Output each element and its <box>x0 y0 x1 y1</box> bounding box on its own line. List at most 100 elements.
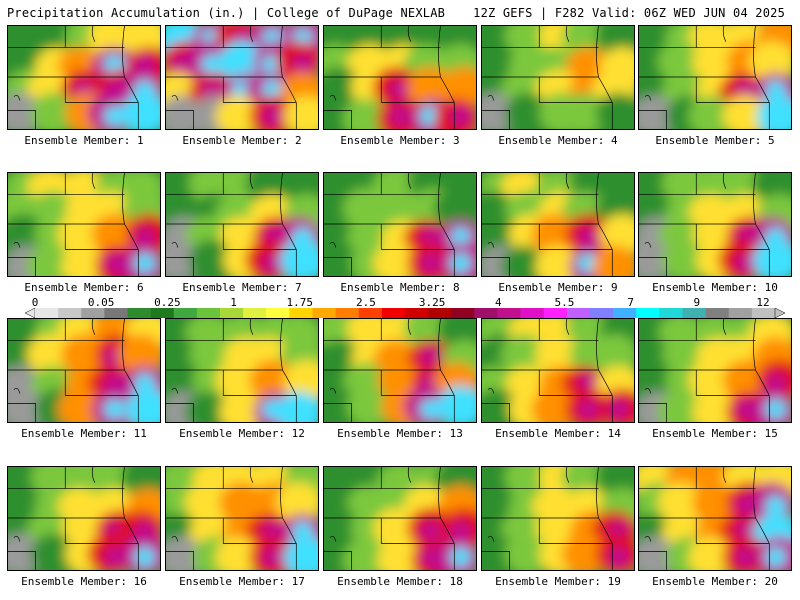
ensemble-member-map <box>481 172 635 277</box>
colorbar-swatch <box>381 308 406 318</box>
ensemble-member-label: Ensemble Member: 3 <box>340 134 460 147</box>
precipitation-field <box>324 26 476 129</box>
colorbar-swatch <box>266 308 290 318</box>
state-boundaries <box>639 173 770 276</box>
state-boundaries <box>482 26 613 129</box>
colorbar-swatch <box>58 308 82 318</box>
state-boundaries <box>639 26 770 129</box>
colorbar-swatch <box>590 308 614 318</box>
state-boundaries <box>8 173 139 276</box>
ensemble-member-label: Ensemble Member: 16 <box>21 575 147 588</box>
precipitation-field <box>166 319 318 422</box>
state-boundaries <box>8 26 139 129</box>
state-boundaries <box>639 467 770 570</box>
ensemble-member-label: Ensemble Member: 8 <box>340 281 460 294</box>
precipitation-field <box>8 26 160 129</box>
ensemble-member-map <box>323 318 477 423</box>
colorbar-swatch <box>35 308 59 318</box>
colorbar-swatch <box>543 308 568 318</box>
ensemble-member-label: Ensemble Member: 18 <box>337 575 463 588</box>
ensemble-member-map <box>638 172 792 277</box>
ensemble-member-label: Ensemble Member: 5 <box>655 134 775 147</box>
precipitation-colorbar <box>25 308 785 318</box>
precipitation-field <box>324 173 476 276</box>
ensemble-member-map <box>165 25 319 130</box>
colorbar-swatch <box>474 308 498 318</box>
state-boundaries <box>8 319 139 422</box>
colorbar-swatch <box>405 308 429 318</box>
colorbar-swatch <box>289 308 313 318</box>
ensemble-member-label: Ensemble Member: 17 <box>179 575 305 588</box>
ensemble-member-label: Ensemble Member: 1 <box>24 134 144 147</box>
ensemble-member-map <box>165 172 319 277</box>
ensemble-member-label: Ensemble Member: 4 <box>498 134 618 147</box>
precipitation-field <box>8 319 160 422</box>
precipitation-field <box>166 173 318 276</box>
colorbar-tick-label: 3.25 <box>418 296 446 309</box>
state-boundaries <box>482 319 613 422</box>
ensemble-member-map <box>323 172 477 277</box>
state-boundaries <box>166 467 297 570</box>
state-boundaries <box>482 173 613 276</box>
colorbar-tick-label: 0.25 <box>154 296 181 309</box>
ensemble-member-label: Ensemble Member: 9 <box>498 281 618 294</box>
ensemble-member-label: Ensemble Member: 2 <box>182 134 302 147</box>
colorbar-swatch <box>335 308 360 318</box>
ensemble-member-label: Ensemble Member: 12 <box>179 427 305 440</box>
colorbar-swatch <box>358 308 383 318</box>
ensemble-member-map <box>638 466 792 571</box>
colorbar-tick-label: 5.5 <box>554 296 575 309</box>
precipitation-field <box>639 26 791 129</box>
state-boundaries <box>482 467 613 570</box>
colorbar-swatch <box>613 308 637 318</box>
colorbar-swatch <box>312 308 336 318</box>
colorbar-swatch <box>81 308 105 318</box>
ensemble-member-label: Ensemble Member: 15 <box>652 427 778 440</box>
colorbar-swatch <box>173 308 198 318</box>
state-boundaries <box>324 467 455 570</box>
colorbar-tick-label: 4 <box>494 296 502 309</box>
ensemble-member-map <box>638 25 792 130</box>
ensemble-member-map <box>323 25 477 130</box>
colorbar-tick-label: 9 <box>693 296 701 309</box>
model-run-info: 12Z GEFS | F282 Valid: 06Z WED JUN 04 20… <box>473 6 785 20</box>
state-boundaries <box>324 26 455 129</box>
ensemble-member-map <box>323 466 477 571</box>
colorbar-low-arrow <box>25 308 36 318</box>
precipitation-field <box>324 467 476 570</box>
colorbar-swatch <box>682 308 706 318</box>
colorbar-tick-label: 7 <box>627 296 634 309</box>
ensemble-member-map <box>638 318 792 423</box>
colorbar-swatch <box>520 308 545 318</box>
ensemble-member-map <box>7 466 161 571</box>
state-boundaries <box>166 26 297 129</box>
ensemble-member-map <box>481 25 635 130</box>
precipitation-field <box>482 26 634 129</box>
colorbar-swatch <box>196 308 221 318</box>
colorbar-swatch <box>127 308 151 318</box>
colorbar-swatch <box>497 308 521 318</box>
precipitation-field <box>482 319 634 422</box>
precipitation-field <box>639 319 791 422</box>
colorbar-swatch <box>705 308 730 318</box>
colorbar-swatch <box>243 308 267 318</box>
precipitation-field <box>639 173 791 276</box>
state-boundaries <box>639 319 770 422</box>
precipitation-field <box>166 26 318 129</box>
ensemble-member-map <box>7 318 161 423</box>
colorbar-swatch <box>428 308 452 318</box>
precipitation-field <box>166 467 318 570</box>
colorbar-swatch <box>104 308 128 318</box>
ensemble-member-label: Ensemble Member: 14 <box>495 427 621 440</box>
colorbar-swatch <box>451 308 475 318</box>
colorbar-tick-label: 1.75 <box>286 296 313 309</box>
ensemble-member-label: Ensemble Member: 7 <box>182 281 302 294</box>
ensemble-member-label: Ensemble Member: 19 <box>495 575 621 588</box>
ensemble-member-label: Ensemble Member: 20 <box>652 575 778 588</box>
ensemble-member-map <box>481 318 635 423</box>
state-boundaries <box>166 173 297 276</box>
ensemble-member-map <box>7 172 161 277</box>
precipitation-field <box>8 173 160 276</box>
precipitation-field <box>8 467 160 570</box>
map-title: Precipitation Accumulation (in.) | Colle… <box>7 6 446 20</box>
